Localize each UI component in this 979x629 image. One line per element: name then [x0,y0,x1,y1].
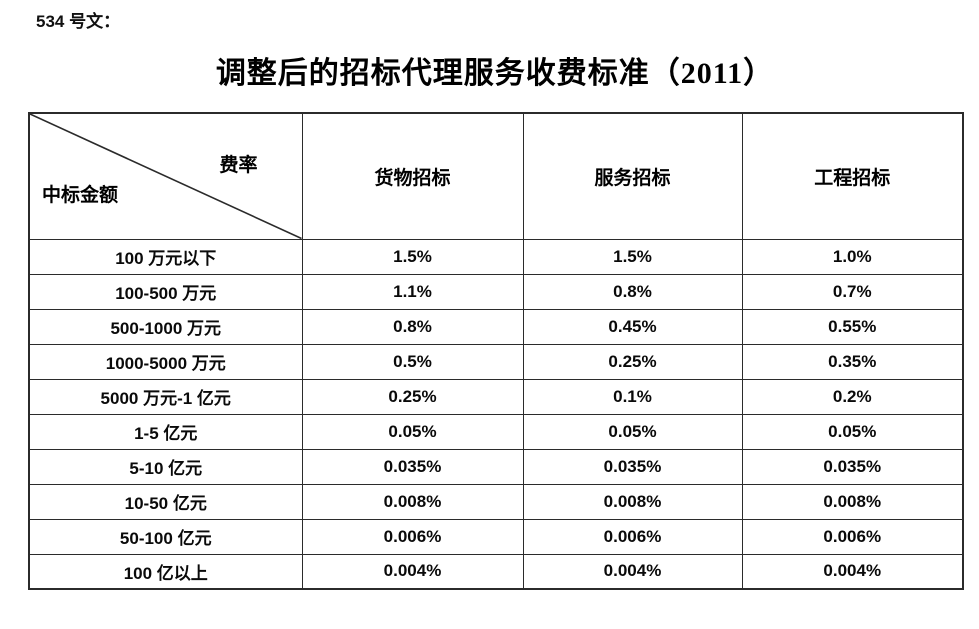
service-rate-cell: 0.25% [522,343,743,380]
engineering-rate-cell: 0.004% [741,553,964,590]
table-row: 5000 万元-1 亿元 0.25% 0.1% 0.2% [28,378,964,415]
fee-rate-table: 费率 中标金额 货物招标 服务招标 工程招标 100 万元以下 1.5% 1.5… [28,112,964,590]
engineering-rate-cell: 0.2% [741,378,964,415]
row-label-cell: 100-500 万元 [28,273,303,310]
engineering-rate-cell: 0.55% [741,308,964,345]
diagonal-divider-line [30,114,302,239]
row-label-cell: 100 亿以上 [28,553,303,590]
table-row: 1-5 亿元 0.05% 0.05% 0.05% [28,413,964,450]
row-label-cell: 10-50 亿元 [28,483,303,520]
goods-rate-cell: 0.006% [301,518,524,555]
corner-label-bid-amount: 中标金额 [42,184,119,206]
table-row: 50-100 亿元 0.006% 0.006% 0.006% [28,518,964,555]
engineering-rate-cell: 0.05% [741,413,964,450]
goods-rate-cell: 1.5% [301,238,524,275]
row-label-cell: 5-10 亿元 [28,448,303,485]
engineering-rate-cell: 1.0% [741,238,964,275]
service-rate-cell: 0.45% [522,308,743,345]
table-row: 1000-5000 万元 0.5% 0.25% 0.35% [28,343,964,380]
engineering-rate-cell: 0.7% [741,273,964,310]
goods-rate-cell: 0.035% [301,448,524,485]
service-rate-cell: 0.004% [522,553,743,590]
goods-rate-cell: 0.008% [301,483,524,520]
table-row: 100-500 万元 1.1% 0.8% 0.7% [28,273,964,310]
row-label-cell: 5000 万元-1 亿元 [28,378,303,415]
service-rate-cell: 0.05% [522,413,743,450]
engineering-rate-cell: 0.35% [741,343,964,380]
service-rate-cell: 0.8% [522,273,743,310]
service-rate-cell: 0.008% [522,483,743,520]
corner-label-fee-rate: 费率 [219,155,258,176]
service-rate-cell: 1.5% [522,238,743,275]
goods-rate-cell: 0.004% [301,553,524,590]
diagonal-corner-cell: 费率 中标金额 [28,112,303,240]
table-row: 100 亿以上 0.004% 0.004% 0.004% [28,553,964,590]
service-rate-cell: 0.1% [522,378,743,415]
table-row: 10-50 亿元 0.008% 0.008% 0.008% [28,483,964,520]
goods-rate-cell: 0.05% [301,413,524,450]
table-row: 5-10 亿元 0.035% 0.035% 0.035% [28,448,964,485]
goods-rate-cell: 0.5% [301,343,524,380]
table-row: 500-1000 万元 0.8% 0.45% 0.55% [28,308,964,345]
row-label-cell: 100 万元以下 [28,238,303,275]
document-reference: 534 号文： [36,12,121,31]
table-row: 100 万元以下 1.5% 1.5% 1.0% [28,238,964,275]
page-title: 调整后的招标代理服务收费标准（2011） [215,57,775,90]
row-label-cell: 1-5 亿元 [28,413,303,450]
engineering-rate-cell: 0.035% [741,448,964,485]
goods-rate-cell: 1.1% [301,273,524,310]
column-header-engineering: 工程招标 [741,112,964,240]
row-label-cell: 50-100 亿元 [28,518,303,555]
engineering-rate-cell: 0.008% [741,483,964,520]
goods-rate-cell: 0.25% [301,378,524,415]
table-header-row: 费率 中标金额 货物招标 服务招标 工程招标 [28,112,964,240]
engineering-rate-cell: 0.006% [741,518,964,555]
goods-rate-cell: 0.8% [301,308,524,345]
row-label-cell: 1000-5000 万元 [28,343,303,380]
service-rate-cell: 0.035% [522,448,743,485]
row-label-cell: 500-1000 万元 [28,308,303,345]
column-header-service: 服务招标 [522,112,743,240]
service-rate-cell: 0.006% [522,518,743,555]
column-header-goods: 货物招标 [301,112,524,240]
